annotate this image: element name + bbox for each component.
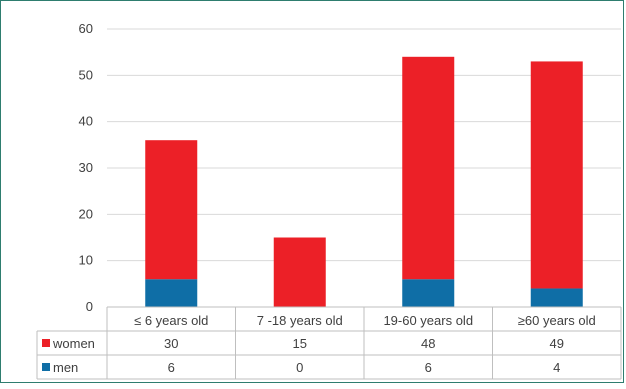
- y-tick-label: 50: [79, 67, 93, 82]
- table-value-women: 49: [550, 336, 564, 351]
- legend-key-women: [42, 339, 50, 347]
- table-value-men: 4: [553, 360, 560, 375]
- legend-label-women: women: [52, 336, 95, 351]
- bar-men: [145, 279, 198, 307]
- y-tick-label: 20: [79, 206, 93, 221]
- legend-label-men: men: [53, 360, 78, 375]
- category-label: ≥60 years old: [518, 313, 596, 328]
- category-label: 19-60 years old: [383, 313, 473, 328]
- y-tick-label: 30: [79, 160, 93, 175]
- table-value-women: 30: [164, 336, 178, 351]
- table-value-men: 6: [168, 360, 175, 375]
- bar-men: [530, 288, 583, 307]
- legend-key-men: [42, 363, 50, 371]
- y-tick-label: 60: [79, 21, 93, 36]
- bar-women: [145, 140, 198, 280]
- category-label: ≤ 6 years old: [134, 313, 208, 328]
- table-value-women: 48: [421, 336, 435, 351]
- table-value-women: 15: [293, 336, 307, 351]
- y-tick-label: 0: [86, 299, 93, 314]
- bar-women: [530, 61, 583, 289]
- table-value-men: 0: [296, 360, 303, 375]
- bar-women: [402, 56, 455, 280]
- category-label: 7 -18 years old: [257, 313, 343, 328]
- bar-men: [402, 279, 455, 307]
- y-tick-label: 40: [79, 114, 93, 129]
- bar-women: [273, 237, 326, 307]
- table-value-men: 6: [425, 360, 432, 375]
- y-tick-label: 10: [79, 253, 93, 268]
